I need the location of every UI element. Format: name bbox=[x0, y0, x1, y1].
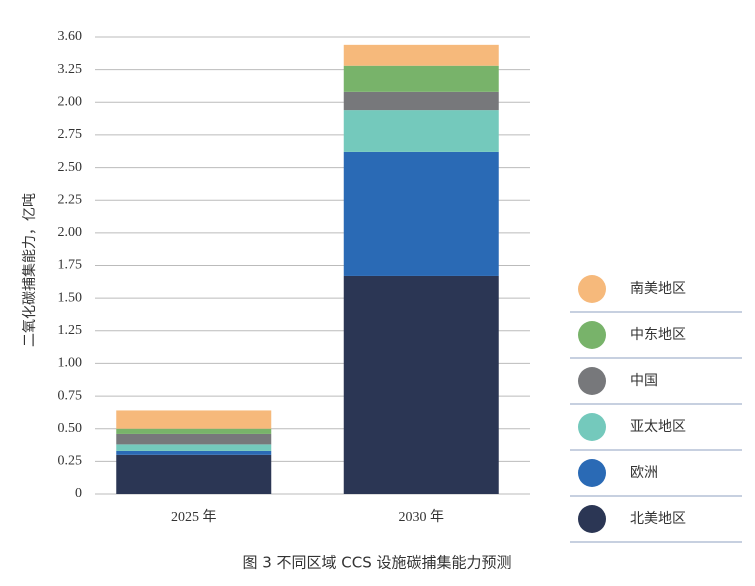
y-tick-label: 1.25 bbox=[58, 323, 83, 338]
y-tick-label: 2.25 bbox=[58, 192, 83, 207]
legend-marker bbox=[578, 275, 606, 303]
bar-segment bbox=[116, 410, 272, 429]
legend-marker bbox=[578, 367, 606, 395]
legend-marker bbox=[578, 413, 606, 441]
legend-label: 南美地区 bbox=[630, 281, 686, 297]
legend-marker bbox=[578, 505, 606, 533]
y-tick-label: 0.50 bbox=[58, 421, 83, 436]
legend-label: 中东地区 bbox=[630, 327, 686, 343]
legend-marker bbox=[578, 321, 606, 349]
legend-label: 北美地区 bbox=[630, 511, 686, 527]
y-tick-label: 2.50 bbox=[58, 160, 83, 175]
bar-segment bbox=[116, 450, 272, 455]
legend-label: 中国 bbox=[630, 373, 658, 389]
y-tick-label: 0.25 bbox=[58, 454, 83, 469]
y-tick-label: 3.60 bbox=[58, 29, 83, 44]
y-tick-label: 3.25 bbox=[58, 62, 83, 77]
bar-segment bbox=[343, 65, 499, 92]
legend-marker bbox=[578, 459, 606, 487]
y-tick-label: 2.75 bbox=[58, 127, 83, 142]
y-tick-label: 2.00 bbox=[58, 95, 83, 110]
y-tick-label: 1.00 bbox=[58, 356, 83, 371]
bar-segment bbox=[116, 433, 272, 445]
bar-segment bbox=[343, 275, 499, 494]
bar-segment bbox=[116, 428, 272, 434]
y-tick-label: 1.75 bbox=[58, 258, 83, 273]
bar-segment bbox=[116, 454, 272, 494]
y-axis-label: 二氧化碳捕集能力，亿吨 bbox=[21, 193, 38, 347]
legend-label: 亚太地区 bbox=[630, 419, 686, 435]
y-tick-label: 0 bbox=[75, 486, 82, 501]
y-tick-label: 1.50 bbox=[58, 290, 83, 305]
x-tick-label: 2025 年 bbox=[171, 509, 217, 525]
y-tick-label: 2.00 bbox=[58, 225, 83, 240]
bar-segment bbox=[116, 444, 272, 451]
bar-segment bbox=[343, 151, 499, 276]
x-tick-label: 2030 年 bbox=[399, 509, 445, 525]
bar-segment bbox=[343, 91, 499, 111]
y-tick-label: 0.75 bbox=[58, 388, 83, 403]
bar-segment bbox=[343, 44, 499, 66]
caption: 图 3 不同区域 CCS 设施碳捕集能力预测 bbox=[242, 554, 511, 572]
bar-segment bbox=[343, 110, 499, 152]
legend-label: 欧洲 bbox=[630, 465, 658, 481]
